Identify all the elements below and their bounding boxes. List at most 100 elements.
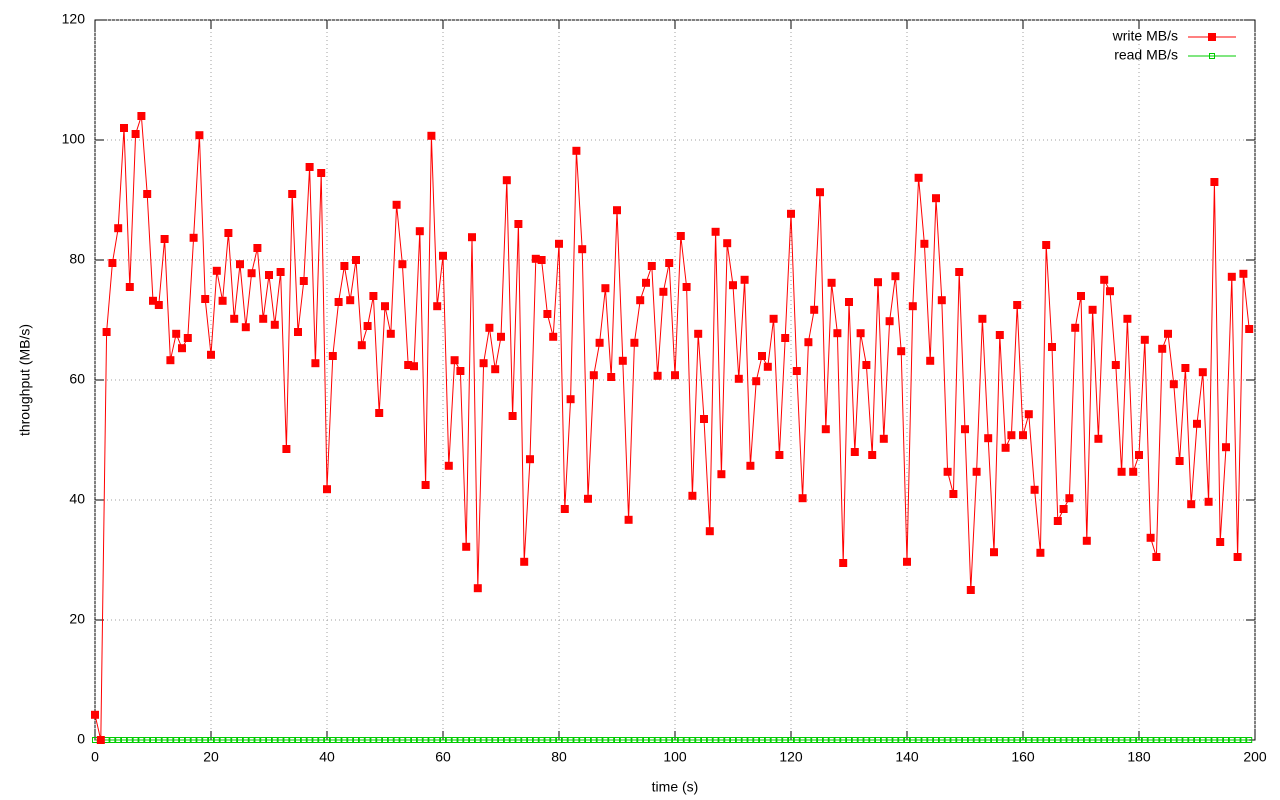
data-point [1071, 323, 1080, 332]
x-axis-label: time (s) [652, 779, 699, 795]
data-point [1123, 314, 1132, 323]
data-point [398, 260, 407, 269]
data-point [462, 542, 471, 551]
data-point [857, 737, 864, 743]
data-point [643, 737, 649, 743]
data-point [909, 737, 916, 743]
data-point [369, 292, 378, 300]
data-point [1111, 361, 1120, 369]
data-point [1239, 269, 1248, 278]
data-point [247, 269, 256, 278]
data-point [469, 737, 475, 743]
data-point [1095, 737, 1102, 743]
data-point [137, 112, 146, 120]
data-point [154, 301, 163, 309]
data-point [485, 323, 494, 332]
data-point [985, 737, 992, 743]
data-point [1222, 443, 1230, 452]
data-point [334, 298, 343, 306]
legend-marker [1209, 53, 1215, 59]
data-point [1100, 275, 1109, 284]
data-point [189, 233, 198, 242]
data-point [683, 737, 690, 743]
data-point [937, 296, 946, 305]
data-point [1216, 538, 1225, 546]
data-point [526, 455, 534, 464]
data-point [155, 737, 162, 743]
data-point [817, 737, 823, 743]
data-point [672, 737, 678, 743]
data-point [991, 737, 997, 743]
series-line [94, 115, 1250, 741]
data-point [439, 251, 447, 260]
data-point [318, 737, 325, 743]
data-point [376, 737, 383, 743]
data-point [527, 737, 533, 743]
data-point [1117, 467, 1126, 476]
data-point [1188, 737, 1195, 743]
data-point [1019, 431, 1027, 440]
data-point [1089, 737, 1096, 743]
x-tick-label: 120 [779, 749, 803, 765]
data-point [427, 131, 436, 140]
data-point [1106, 287, 1114, 296]
data-point [665, 259, 674, 267]
data-point [688, 491, 697, 500]
data-point [115, 737, 122, 743]
data-point [926, 356, 935, 365]
data-point [440, 737, 446, 743]
data-point [682, 283, 691, 291]
y-axis-label: throughput (MB/s) [17, 324, 33, 436]
data-point [179, 737, 185, 743]
data-point [520, 557, 529, 566]
data-point [677, 737, 684, 743]
data-point [730, 737, 736, 743]
data-point [1008, 737, 1015, 743]
data-point [386, 329, 395, 338]
data-point [387, 737, 394, 743]
data-point [602, 737, 609, 743]
data-point [833, 329, 842, 338]
data-point [1107, 737, 1113, 743]
data-point [1094, 434, 1103, 443]
data-point [933, 737, 939, 743]
data-point [938, 737, 945, 743]
data-point [294, 328, 302, 336]
data-point [399, 737, 406, 743]
data-point [1217, 737, 1224, 743]
data-point [1043, 737, 1050, 743]
data-point [195, 131, 204, 140]
data-point [381, 302, 389, 311]
data-point [706, 737, 713, 743]
data-point [208, 737, 214, 743]
data-point [218, 296, 227, 305]
data-point [850, 448, 859, 456]
data-point [346, 296, 355, 305]
data-point [595, 338, 604, 347]
data-point [561, 737, 568, 743]
data-point [880, 737, 887, 743]
y-tick-label: 40 [69, 491, 85, 507]
data-point [1065, 494, 1074, 503]
data-point [230, 314, 239, 323]
data-point [357, 341, 366, 350]
data-point [729, 281, 737, 290]
data-point [816, 188, 824, 197]
data-point [740, 275, 749, 284]
data-point [382, 737, 388, 743]
data-point [515, 737, 522, 743]
data-point [202, 737, 209, 743]
data-point [270, 320, 279, 329]
data-point [1083, 737, 1090, 743]
data-point [1141, 737, 1148, 743]
data-point [804, 338, 813, 347]
data-point [271, 737, 278, 743]
data-point [637, 737, 644, 743]
data-point [277, 737, 284, 743]
data-point [1246, 737, 1253, 743]
data-point [1193, 419, 1201, 428]
data-point [120, 124, 128, 132]
data-point [1228, 737, 1235, 743]
data-point [1036, 548, 1045, 557]
data-point [543, 310, 552, 318]
